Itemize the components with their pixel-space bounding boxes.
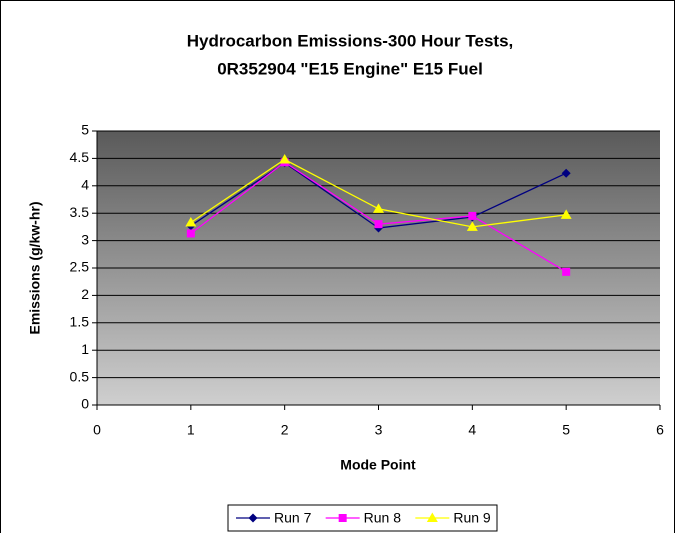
x-tick-label: 1 [187, 422, 195, 438]
y-tick-label: 5 [81, 122, 89, 138]
marker [468, 211, 477, 220]
y-tick-label: 0 [81, 396, 89, 412]
legend-marker [426, 512, 438, 522]
legend [227, 504, 498, 532]
marker [279, 153, 291, 164]
x-tick-label: 2 [281, 422, 289, 438]
y-tick-label: 1 [81, 341, 89, 357]
marker [561, 168, 571, 178]
marker [373, 203, 384, 213]
y-tick-label: 0.5 [70, 368, 90, 384]
y-tick-label: 3 [81, 231, 89, 247]
marker [560, 209, 572, 219]
chart-title: Hydrocarbon Emissions-300 Hour Tests, [187, 31, 514, 50]
legend-marker [248, 513, 258, 523]
marker [185, 217, 197, 227]
y-tick-label: 2 [81, 286, 89, 302]
marker [186, 229, 195, 238]
x-axis-title: Mode Point [340, 457, 416, 473]
legend-label: Run 9 [453, 510, 491, 526]
x-tick-label: 3 [375, 422, 383, 438]
x-tick-label: 6 [656, 422, 664, 438]
chart-title: 0R352904 "E15 Engine" E15 Fuel [217, 59, 483, 78]
y-tick-label: 1.5 [70, 314, 90, 330]
y-tick-label: 2.5 [70, 259, 90, 275]
y-tick-label: 4 [81, 177, 89, 193]
y-axis-title: Emissions (g/kw-hr) [27, 201, 43, 334]
x-tick-label: 4 [468, 422, 476, 438]
x-tick-label: 0 [93, 422, 101, 438]
marker [374, 220, 383, 229]
y-tick-label: 4.5 [70, 149, 90, 165]
legend-label: Run 7 [274, 510, 312, 526]
y-tick-label: 3.5 [70, 204, 90, 220]
x-tick-label: 5 [562, 422, 570, 438]
legend-marker [338, 514, 347, 522]
marker [562, 267, 571, 276]
legend-label: Run 8 [364, 510, 402, 526]
marker [466, 221, 478, 231]
